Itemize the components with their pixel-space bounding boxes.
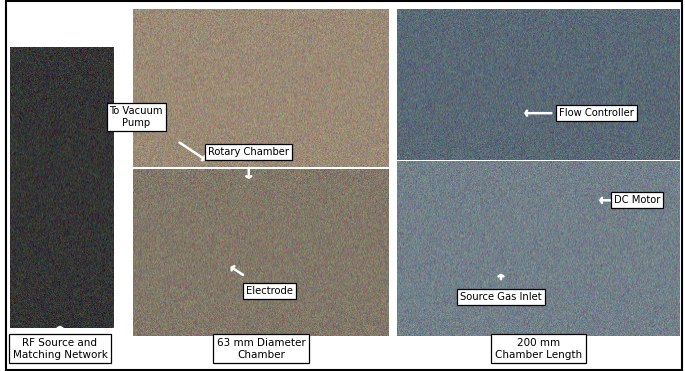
Text: Source Gas Inlet: Source Gas Inlet (460, 292, 542, 302)
Text: To Vacuum
Pump: To Vacuum Pump (110, 106, 163, 128)
Text: Rotary Chamber: Rotary Chamber (208, 147, 289, 157)
Text: RF Source and
Matching Network: RF Source and Matching Network (12, 338, 108, 359)
Text: 200 mm
Chamber Length: 200 mm Chamber Length (495, 338, 582, 359)
Text: 63 mm Diameter
Chamber: 63 mm Diameter Chamber (216, 338, 306, 359)
Text: Electrode: Electrode (246, 286, 292, 296)
Text: DC Motor: DC Motor (614, 196, 660, 205)
Text: Flow Controller: Flow Controller (559, 108, 634, 118)
